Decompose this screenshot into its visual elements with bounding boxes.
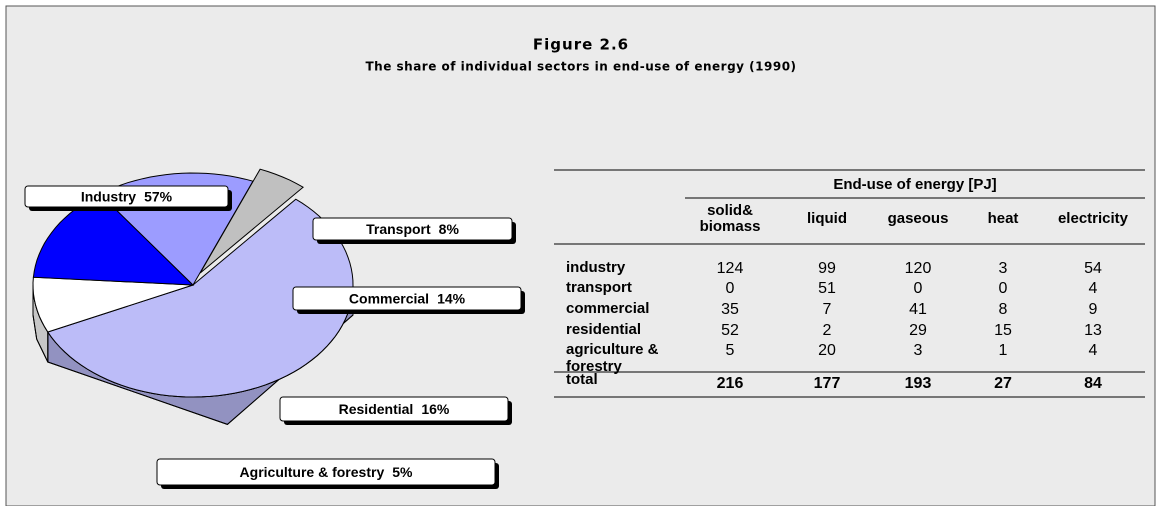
column-header: solid& — [707, 202, 753, 219]
slice-value: 5% — [392, 464, 413, 480]
cell: 177 — [814, 375, 841, 392]
cell: 5 — [726, 342, 735, 359]
cell: 0 — [914, 280, 923, 297]
cell: 8 — [999, 301, 1008, 318]
cell: 13 — [1084, 322, 1102, 339]
label-box — [312, 217, 513, 241]
slice-value: 16% — [421, 401, 450, 417]
cell: 120 — [905, 260, 932, 277]
column-header: electricity — [1058, 210, 1129, 227]
pie-slice — [32, 276, 194, 333]
cell: 0 — [726, 280, 735, 297]
column-header: liquid — [807, 210, 847, 227]
cell: 29 — [909, 322, 927, 339]
label-box — [24, 185, 229, 208]
cell: 35 — [721, 301, 739, 318]
slice-category: Agriculture & forestry — [240, 464, 385, 480]
label-box — [292, 286, 522, 311]
row-label: industry — [566, 259, 626, 276]
pie-slice — [47, 198, 354, 398]
row-label: agriculture & — [566, 341, 659, 358]
cell: 51 — [818, 280, 836, 297]
cell: 84 — [1084, 375, 1102, 392]
cell: 15 — [994, 322, 1012, 339]
cell: 124 — [717, 260, 744, 277]
cell: 4 — [1089, 280, 1098, 297]
row-label: residential — [566, 321, 641, 338]
slice-label: Transport 8% — [366, 221, 459, 237]
slice-category: Commercial — [349, 290, 429, 306]
cell: 1 — [999, 342, 1008, 359]
slice-label: Commercial 14% — [349, 290, 466, 306]
cell: 7 — [823, 301, 832, 318]
column-header: biomass — [700, 218, 761, 235]
cell: 27 — [994, 375, 1012, 392]
column-header: gaseous — [888, 210, 949, 227]
cell: 2 — [823, 322, 832, 339]
cell: 54 — [1084, 260, 1102, 277]
cell: 99 — [818, 260, 836, 277]
row-label: total — [566, 371, 598, 388]
row-label: transport — [566, 279, 632, 296]
chart-title: Figure 2.6 — [533, 36, 629, 54]
slice-label: Agriculture & forestry 5% — [240, 464, 413, 480]
cell: 4 — [1089, 342, 1098, 359]
chart-subtitle: The share of individual sectors in end-u… — [365, 60, 796, 74]
cell: 3 — [999, 260, 1008, 277]
slice-category: Residential — [339, 401, 414, 417]
slice-label: Residential 16% — [339, 401, 450, 417]
table-group-header: End-use of energy [PJ] — [833, 176, 996, 193]
slice-value: 14% — [437, 290, 466, 306]
label-box — [279, 396, 509, 422]
slice-value: 57% — [144, 188, 173, 204]
pie-slice — [199, 168, 304, 274]
cell: 193 — [905, 375, 932, 392]
slice-label: Industry 57% — [81, 188, 173, 204]
cell: 3 — [914, 342, 923, 359]
row-label: commercial — [566, 300, 649, 317]
slice-category: Transport — [366, 221, 431, 237]
column-header: heat — [988, 210, 1019, 227]
cell: 20 — [818, 342, 836, 359]
cell: 52 — [721, 322, 739, 339]
cell: 0 — [999, 280, 1008, 297]
label-box — [156, 458, 496, 486]
cell: 9 — [1089, 301, 1098, 318]
cell: 216 — [717, 375, 744, 392]
row-label: forestry — [566, 358, 623, 375]
slice-value: 8% — [439, 221, 460, 237]
cell: 41 — [909, 301, 927, 318]
slice-category: Industry — [81, 188, 136, 204]
